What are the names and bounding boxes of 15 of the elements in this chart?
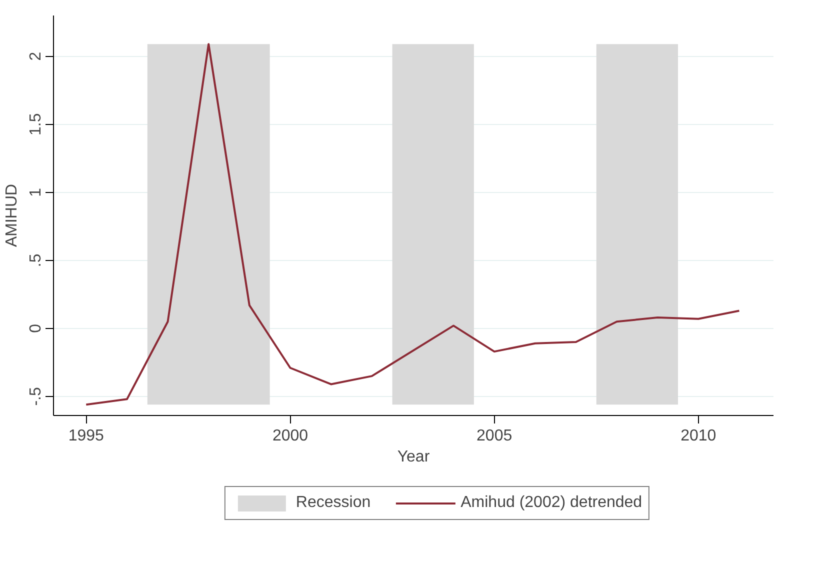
y-tick-label: 1 xyxy=(28,188,44,197)
x-tick-label: 2010 xyxy=(680,428,716,444)
x-tick-label: 2000 xyxy=(272,428,308,444)
y-axis-title: AMIHUD xyxy=(4,184,20,248)
y-tick-label: -.5 xyxy=(28,387,44,406)
x-axis-title: Year xyxy=(397,448,430,466)
y-tick-label: 0 xyxy=(28,324,44,333)
line-series xyxy=(85,43,740,406)
y-tick-label: .5 xyxy=(28,254,44,268)
x-tick-label: 2005 xyxy=(476,428,512,444)
legend-label: Recession xyxy=(296,494,371,512)
legend-label: Amihud (2002) detrended xyxy=(460,494,642,512)
x-tick-label: 1995 xyxy=(68,428,104,444)
y-tick-label: 2 xyxy=(28,52,44,61)
y-tick-label: 1.5 xyxy=(28,113,44,136)
